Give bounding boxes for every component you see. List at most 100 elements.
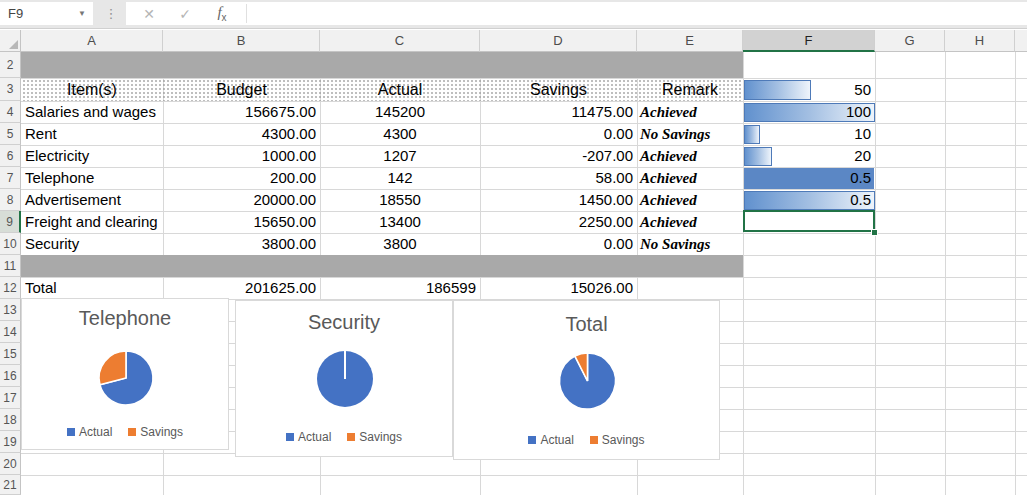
name-box-dropdown-icon[interactable]: ▼	[78, 9, 86, 18]
column-header-D[interactable]: D	[480, 30, 637, 52]
cell-C8[interactable]: 18550	[321, 189, 479, 211]
cell-B3[interactable]: Budget	[164, 78, 319, 101]
row-header-11[interactable]: 11	[0, 255, 21, 277]
row-header-5[interactable]: 5	[0, 123, 21, 145]
cell-A6[interactable]: Electricity	[22, 145, 162, 167]
enter-icon[interactable]: ✓	[174, 6, 196, 22]
cell-D7[interactable]: 58.00	[481, 167, 636, 189]
cell-A4[interactable]: Salaries and wages	[22, 101, 162, 123]
row-header-20[interactable]: 20	[0, 453, 21, 475]
cell-B10[interactable]: 3800.00	[164, 233, 319, 255]
legend-label: Actual	[298, 430, 331, 444]
row-header-2[interactable]: 2	[0, 52, 21, 78]
row-header-10[interactable]: 10	[0, 233, 21, 255]
cell-B5[interactable]: 4300.00	[164, 123, 319, 145]
row-header-6[interactable]: 6	[0, 145, 21, 167]
cell-E6[interactable]: Achieved	[638, 145, 742, 167]
cell-C4[interactable]: 145200	[321, 101, 479, 123]
name-box[interactable]: F9 ▼	[0, 2, 93, 25]
row-header-14[interactable]: 14	[0, 321, 21, 343]
cell-C10[interactable]: 3800	[321, 233, 479, 255]
column-header-B[interactable]: B	[163, 30, 320, 52]
cell-A9[interactable]: Freight and clearing	[22, 211, 162, 233]
legend-item: Savings	[128, 425, 183, 439]
cell-E9[interactable]: Achieved	[638, 211, 742, 233]
cell-E4[interactable]: Achieved	[638, 101, 742, 123]
legend-swatch-icon	[528, 436, 536, 444]
cell-F7[interactable]: 0.5	[744, 167, 874, 189]
row-header-7[interactable]: 7	[0, 167, 21, 189]
row-header-17[interactable]: 17	[0, 387, 21, 409]
row-header-19[interactable]: 19	[0, 431, 21, 453]
cell-B9[interactable]: 15650.00	[164, 211, 319, 233]
chart-security[interactable]: SecurityActualSavings	[235, 300, 453, 457]
row-header-15[interactable]: 15	[0, 343, 21, 365]
cell-B6[interactable]: 1000.00	[164, 145, 319, 167]
chart-legend: Actual Savings	[236, 430, 452, 444]
cell-F3[interactable]: 50	[744, 78, 874, 101]
cell-A8[interactable]: Advertisement	[22, 189, 162, 211]
cell-C12[interactable]: 186599	[321, 277, 479, 299]
row-header-13[interactable]: 13	[0, 299, 21, 321]
cell-C3[interactable]: Actual	[321, 78, 479, 101]
row-header-8[interactable]: 8	[0, 189, 21, 211]
cell-A3[interactable]: Item(s)	[22, 78, 162, 101]
cell-C6[interactable]: 1207	[321, 145, 479, 167]
cell-A7[interactable]: Telephone	[22, 167, 162, 189]
fill-handle[interactable]	[871, 229, 878, 236]
column-header-label: H	[975, 33, 984, 48]
cell-F5[interactable]: 10	[744, 123, 874, 145]
cell-C9[interactable]: 13400	[321, 211, 479, 233]
select-all-corner[interactable]	[0, 30, 21, 52]
cell-E10[interactable]: No Savings	[638, 233, 742, 255]
cell-D6[interactable]: -207.00	[481, 145, 636, 167]
cell-E3[interactable]: Remark	[638, 78, 742, 101]
cell-C5[interactable]: 4300	[321, 123, 479, 145]
column-header-label: B	[237, 33, 246, 48]
row-header-12[interactable]: 12	[0, 277, 21, 299]
cell-D4[interactable]: 11475.00	[481, 101, 636, 123]
column-header-G[interactable]: G	[875, 30, 945, 52]
cell-F4[interactable]: 100	[744, 101, 874, 123]
legend-swatch-icon	[286, 433, 294, 441]
cell-D10[interactable]: 0.00	[481, 233, 636, 255]
chart-total[interactable]: TotalActualSavings	[453, 300, 720, 460]
column-header-E[interactable]: E	[637, 30, 743, 52]
cell-C7[interactable]: 142	[321, 167, 479, 189]
column-header-I[interactable]	[1015, 30, 1027, 52]
row-header-21[interactable]: 21	[0, 475, 21, 495]
active-cell-border[interactable]	[743, 210, 875, 232]
row-header-16[interactable]: 16	[0, 365, 21, 387]
cell-A12[interactable]: Total	[22, 277, 162, 299]
cell-B8[interactable]: 20000.00	[164, 189, 319, 211]
cell-D9[interactable]: 2250.00	[481, 211, 636, 233]
column-header-F[interactable]: F	[743, 30, 875, 52]
cell-A5[interactable]: Rent	[22, 123, 162, 145]
row-header-3[interactable]: 3	[0, 78, 21, 101]
insert-function-icon[interactable]: fx	[210, 4, 234, 23]
cell-F8[interactable]: 0.5	[744, 189, 874, 211]
legend-label: Savings	[359, 430, 402, 444]
pie-chart	[236, 301, 454, 411]
cell-B7[interactable]: 200.00	[164, 167, 319, 189]
cell-D5[interactable]: 0.00	[481, 123, 636, 145]
cell-B4[interactable]: 156675.00	[164, 101, 319, 123]
column-header-H[interactable]: H	[945, 30, 1015, 52]
gridline-vertical	[1015, 52, 1016, 495]
cancel-icon[interactable]: ✕	[138, 6, 160, 22]
row-header-18[interactable]: 18	[0, 409, 21, 431]
cell-D12[interactable]: 15026.00	[481, 277, 636, 299]
cell-D8[interactable]: 1450.00	[481, 189, 636, 211]
cell-E7[interactable]: Achieved	[638, 167, 742, 189]
chart-telephone[interactable]: TelephoneActualSavings	[21, 298, 229, 450]
cell-A10[interactable]: Security	[22, 233, 162, 255]
cell-B12[interactable]: 201625.00	[164, 277, 319, 299]
cell-E8[interactable]: Achieved	[638, 189, 742, 211]
row-header-4[interactable]: 4	[0, 101, 21, 123]
column-header-A[interactable]: A	[21, 30, 163, 52]
column-header-C[interactable]: C	[320, 30, 480, 52]
cell-F6[interactable]: 20	[744, 145, 874, 167]
row-header-9[interactable]: 9	[0, 211, 21, 233]
cell-D3[interactable]: Savings	[481, 78, 636, 101]
cell-E5[interactable]: No Savings	[638, 123, 742, 145]
